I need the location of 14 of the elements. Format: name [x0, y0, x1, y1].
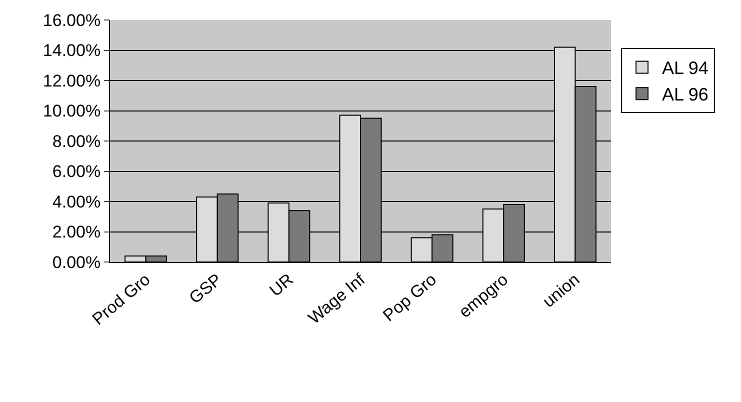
- y-tick-label: 8.00%: [52, 132, 101, 151]
- y-tick-label: 6.00%: [52, 162, 101, 182]
- y-tick-label: 0.00%: [52, 252, 101, 272]
- y-tick-label: 16.00%: [42, 10, 101, 30]
- x-tick-label: UR: [266, 270, 297, 300]
- y-tick-label: 10.00%: [42, 102, 101, 121]
- y-tick-label: 2.00%: [52, 222, 101, 242]
- y-tick-label: 4.00%: [52, 192, 101, 212]
- x-tick-label: Pop Gro: [379, 270, 440, 326]
- legend-label: AL 96: [662, 84, 708, 105]
- y-tick-label: 14.00%: [42, 41, 101, 60]
- x-tick-label: GSP: [186, 270, 226, 308]
- legend-label: AL 94: [662, 58, 708, 78]
- y-tick-label: 12.00%: [42, 71, 101, 90]
